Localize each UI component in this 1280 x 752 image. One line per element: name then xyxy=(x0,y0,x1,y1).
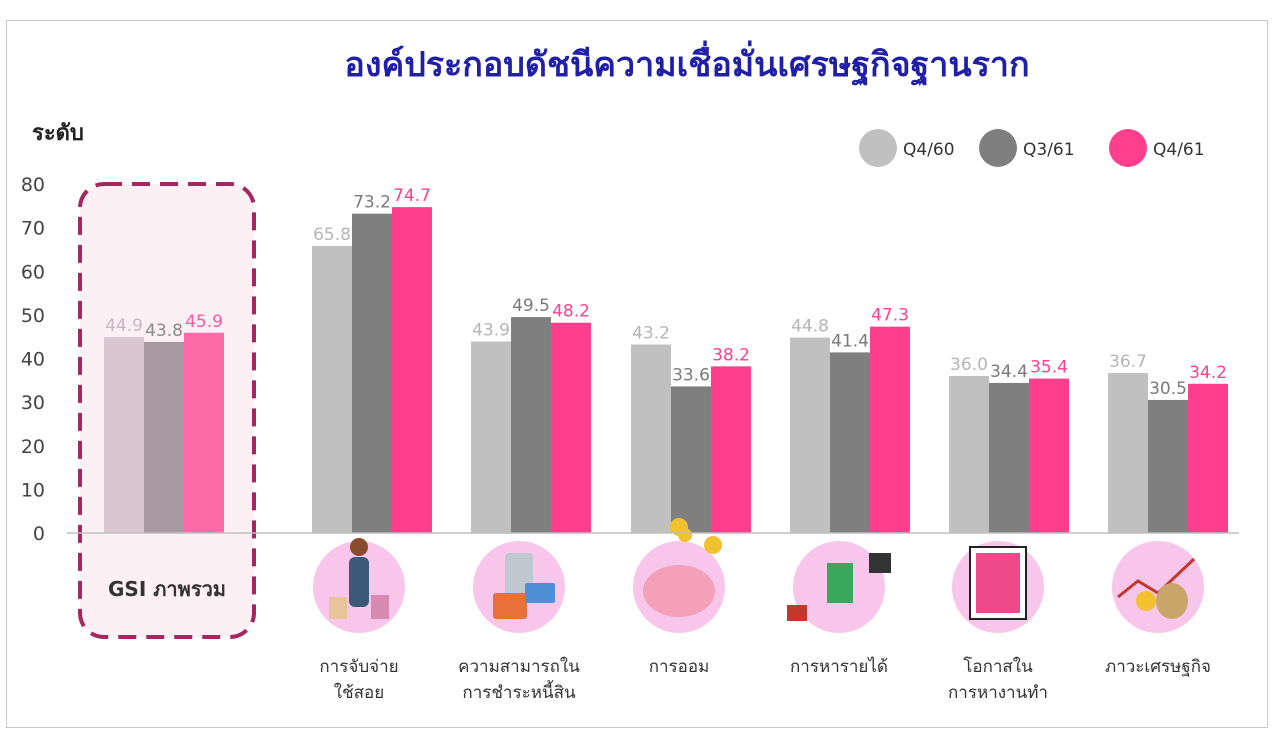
bar-Q3-61 xyxy=(830,352,870,533)
bar-Q4-61 xyxy=(1188,383,1228,533)
bar-Q3-61 xyxy=(511,317,551,533)
bar-Q3-61 xyxy=(1148,399,1188,533)
bar-Q4-61 xyxy=(870,326,910,533)
category-label: การหารายได้ xyxy=(790,656,888,677)
legend-swatch-Q3-61 xyxy=(979,129,1017,167)
value-label-Q4-60: 36.7 xyxy=(1109,352,1147,372)
y-tick-label: 20 xyxy=(21,436,45,458)
category-label: การชำระหนี้สิน xyxy=(462,680,576,703)
coin xyxy=(1136,591,1156,611)
legend-label-Q3-61: Q3/61 xyxy=(1023,140,1075,160)
bar-Q4-60 xyxy=(104,337,144,533)
value-label-Q3-61: 30.5 xyxy=(1149,379,1187,399)
value-label-Q4-61: 48.2 xyxy=(552,302,590,322)
y-tick-label: 10 xyxy=(21,479,45,501)
bar-Q4-60 xyxy=(471,341,511,533)
y-tick-label: 60 xyxy=(21,261,45,283)
bar-Q4-60 xyxy=(1108,372,1148,533)
y-tick-label: 40 xyxy=(21,349,45,371)
legend-swatch-Q4-60 xyxy=(859,129,897,167)
value-label-Q4-60: 44.9 xyxy=(105,316,143,336)
legend: Q4/60 Q3/61 Q4/61 xyxy=(859,129,1205,167)
bar-Q4-61 xyxy=(551,322,591,533)
value-label-Q4-61: 74.7 xyxy=(393,186,431,206)
value-label-Q3-61: 33.6 xyxy=(672,365,710,385)
category-label-gsi: GSI ภาพรวม xyxy=(108,577,226,601)
legend-swatch-Q4-61 xyxy=(1109,129,1147,167)
x-axis-labels: GSI ภาพรวมการจับจ่ายใช้สอยความสามารถในกา… xyxy=(108,577,1211,703)
pig-body xyxy=(643,565,715,617)
y-tick-label: 70 xyxy=(21,218,45,240)
job-search-icon xyxy=(952,541,1044,633)
cuff-right xyxy=(869,553,891,573)
y-tick-label: 0 xyxy=(33,523,45,545)
bar-Q4-60 xyxy=(949,375,989,533)
bar-Q4-60 xyxy=(631,344,671,533)
bar-Q4-61 xyxy=(1029,378,1069,533)
value-label-Q4-61: 47.3 xyxy=(871,306,909,326)
value-label-Q3-61: 43.8 xyxy=(145,321,183,341)
bar-Q4-61 xyxy=(184,332,224,533)
category-label: ภาวะเศรษฐกิจ xyxy=(1105,657,1211,677)
value-label-Q4-61: 45.9 xyxy=(185,312,223,332)
icon-circle xyxy=(1112,541,1204,633)
category-icons xyxy=(313,518,1204,633)
value-label-Q4-60: 44.8 xyxy=(791,317,829,337)
value-label-Q3-61: 34.4 xyxy=(990,362,1028,382)
chart-frame: องค์ประกอบดัชนีความเชื่อมั่นเศรษฐกิจฐานร… xyxy=(6,20,1268,728)
value-label-Q3-61: 49.5 xyxy=(512,296,550,316)
bars: 44.9 43.8 45.9 65.873.2 74.7 43.949.5 48.2 43.2… xyxy=(104,186,1228,534)
value-label-Q4-60: 65.8 xyxy=(313,225,351,245)
piggy-bank-icon xyxy=(633,518,725,633)
wallet xyxy=(493,593,527,619)
dress xyxy=(349,557,369,607)
bar-Q4-61 xyxy=(711,366,751,533)
chart-title: องค์ประกอบดัชนีความเชื่อมั่นเศรษฐกิจฐานร… xyxy=(344,40,1029,87)
category-label: การหางานทำ xyxy=(948,683,1048,703)
y-tick-label: 30 xyxy=(21,392,45,414)
value-label-Q4-61: 38.2 xyxy=(712,345,750,365)
bar-Q4-61 xyxy=(392,207,432,533)
banknote xyxy=(827,563,853,603)
shopper-icon xyxy=(313,538,405,633)
bag-right xyxy=(371,595,389,619)
cuff-left xyxy=(787,605,807,621)
bar-Q3-61 xyxy=(671,386,711,533)
category-label: การจับจ่าย xyxy=(319,657,398,677)
value-label-Q4-60: 43.2 xyxy=(632,324,670,344)
money-bag xyxy=(1156,583,1188,619)
chart-svg: องค์ประกอบดัชนีความเชื่อมั่นเศรษฐกิจฐานร… xyxy=(21,40,1239,703)
value-label-Q3-61: 73.2 xyxy=(353,193,391,213)
legend-label-Q4-61: Q4/61 xyxy=(1153,140,1205,160)
category-label: ใช้สอย xyxy=(334,682,384,703)
y-axis: 0 10 20 30 40 50 60 70 80 xyxy=(21,174,45,545)
legend-label-Q4-60: Q4/60 xyxy=(903,140,955,160)
economy-trend-icon xyxy=(1112,541,1204,633)
value-label-Q4-60: 36.0 xyxy=(950,355,988,375)
category-label: ความสามารถใน xyxy=(458,656,580,677)
y-tick-label: 80 xyxy=(21,174,45,196)
bar-Q3-61 xyxy=(144,341,184,533)
bar-Q3-61 xyxy=(352,213,392,534)
value-label-Q3-61: 41.4 xyxy=(831,331,869,351)
paper-content xyxy=(976,553,1020,613)
bar-Q4-60 xyxy=(312,245,352,533)
y-axis-label: ระดับ xyxy=(32,121,84,146)
coin xyxy=(670,518,688,536)
trend-line xyxy=(1117,557,1196,599)
value-label-Q4-61: 34.2 xyxy=(1189,363,1227,383)
category-label: การออม xyxy=(649,657,710,677)
bag-left xyxy=(329,597,347,619)
mobile-payment-icon xyxy=(473,541,565,633)
coin xyxy=(704,536,722,554)
y-tick-label: 50 xyxy=(21,305,45,327)
card xyxy=(525,583,555,603)
category-label: โอกาสใน xyxy=(963,656,1033,677)
bar-Q3-61 xyxy=(989,382,1029,533)
money-hands-icon xyxy=(787,541,891,633)
bar-Q4-60 xyxy=(790,337,830,533)
head xyxy=(350,538,368,556)
value-label-Q4-61: 35.4 xyxy=(1030,358,1068,378)
value-label-Q4-60: 43.9 xyxy=(472,320,510,340)
